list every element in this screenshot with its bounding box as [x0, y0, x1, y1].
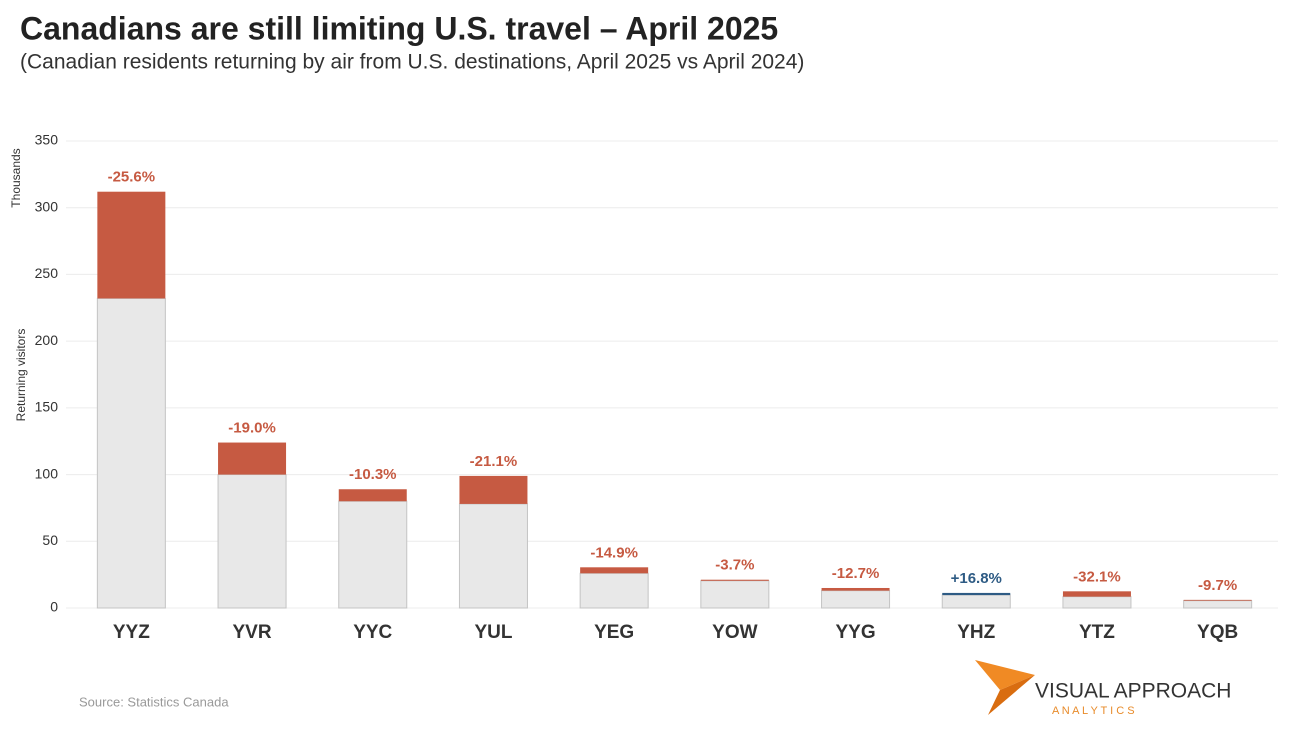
- y-tick-label: 150: [35, 399, 59, 415]
- logo: VISUAL APPROACH A N A L Y T I C S: [975, 660, 1231, 717]
- logo-tagline: A N A L Y T I C S: [1052, 705, 1135, 717]
- bar-segment: [459, 475, 528, 504]
- bar-segment: [821, 587, 890, 591]
- y-unit-label: Thousands: [9, 148, 23, 207]
- bar-segment: [1062, 596, 1132, 609]
- logo-name: VISUAL APPROACH: [1035, 680, 1231, 703]
- logo-mark: [988, 675, 1035, 715]
- chart-subtitle: (Canadian residents returning by air fro…: [20, 51, 804, 74]
- bar-segment: [218, 442, 287, 475]
- bar-segment: [580, 567, 649, 574]
- bar-segment: [700, 579, 769, 581]
- data-label: +16.8%: [951, 570, 1002, 587]
- logo-mark: [975, 660, 1035, 690]
- x-tick-label: YYC: [353, 622, 392, 643]
- bar-segment: [579, 572, 649, 609]
- data-label: -14.9%: [590, 544, 638, 561]
- data-label: -12.7%: [832, 565, 880, 582]
- bar-segment: [96, 297, 166, 609]
- x-tick-label: YTZ: [1079, 622, 1115, 643]
- x-tick-label: YUL: [474, 622, 512, 643]
- x-tick-label: YOW: [712, 622, 757, 643]
- y-tick-label: 250: [35, 265, 59, 281]
- bar-segment: [941, 594, 1011, 609]
- y-tick-label: 200: [35, 332, 59, 348]
- data-label: -9.7%: [1198, 577, 1237, 594]
- bar-segment: [700, 580, 770, 609]
- y-tick-label: 0: [50, 599, 58, 615]
- data-label: -19.0%: [228, 420, 276, 437]
- x-tick-label: YYZ: [113, 622, 150, 643]
- bar-segment: [1183, 600, 1253, 609]
- bar-segment: [338, 489, 407, 502]
- y-tick-label: 100: [35, 465, 59, 481]
- data-label: -3.7%: [715, 557, 754, 574]
- x-tick-label: YQB: [1197, 622, 1238, 643]
- chart-title: Canadians are still limiting U.S. travel…: [20, 10, 778, 46]
- source: Source: Statistics Canada: [79, 694, 229, 709]
- data-label: -32.1%: [1073, 568, 1121, 585]
- bar-segment: [217, 474, 287, 609]
- x-tick-label: YVR: [233, 622, 272, 643]
- y-tick-label: 350: [35, 132, 59, 148]
- data-label: -10.3%: [349, 466, 397, 483]
- bar-segment: [1183, 599, 1252, 601]
- bar-segment: [458, 503, 528, 609]
- y-axis-label: Returning visitors: [14, 329, 28, 422]
- bar-segment: [338, 500, 408, 609]
- bar-segment: [97, 191, 166, 299]
- bar-segment: [1062, 591, 1131, 597]
- x-tick-label: YYG: [835, 622, 875, 643]
- y-tick-label: 50: [42, 532, 58, 548]
- y-tick-label: 300: [35, 198, 59, 214]
- bar-segment: [821, 590, 891, 609]
- x-tick-label: YEG: [594, 622, 634, 643]
- bar-segment: [942, 592, 1011, 596]
- data-label: -25.6%: [108, 169, 156, 186]
- data-label: -21.1%: [470, 453, 518, 470]
- x-tick-label: YHZ: [957, 622, 995, 643]
